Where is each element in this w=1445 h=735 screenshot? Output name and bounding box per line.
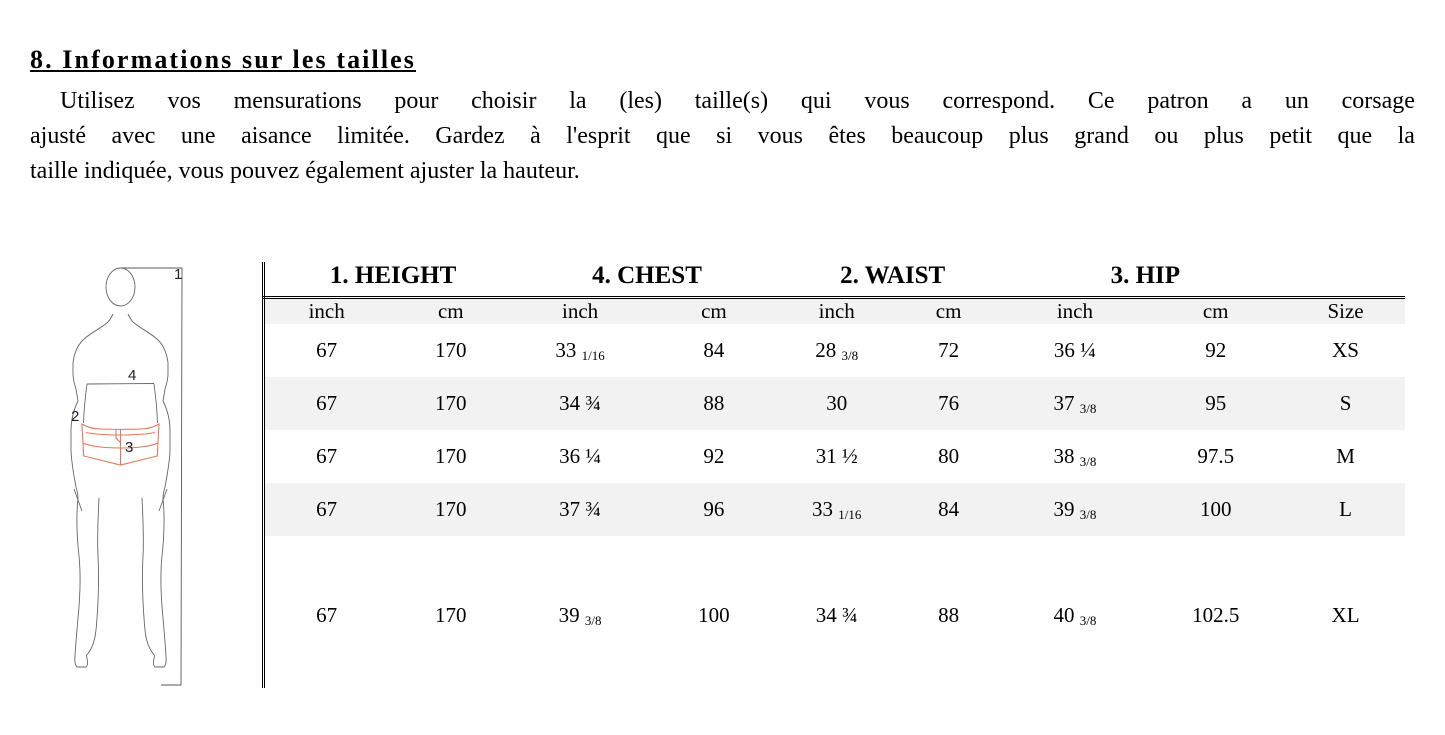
svg-text:4: 4 — [128, 367, 136, 384]
svg-text:3: 3 — [125, 439, 133, 456]
svg-text:2: 2 — [71, 408, 79, 425]
svg-text:1: 1 — [174, 266, 182, 283]
